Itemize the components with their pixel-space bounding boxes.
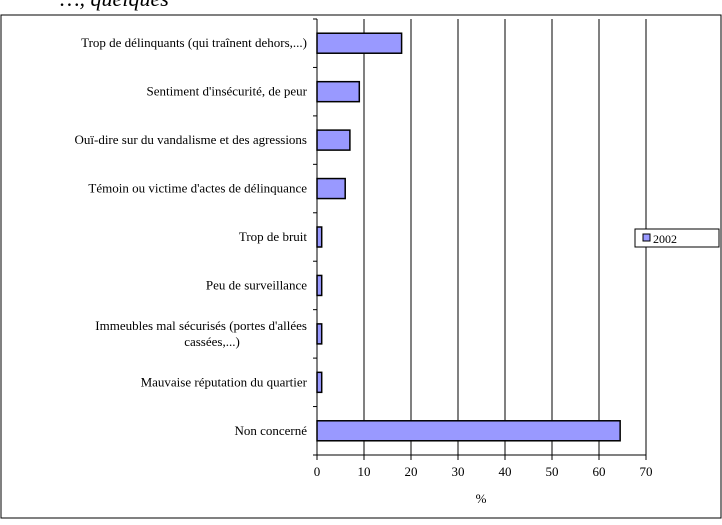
bar <box>317 275 322 295</box>
category-label: Témoin ou victime d'actes de délinquance <box>88 181 307 196</box>
category-label: Immeubles mal sécurisés (portes d'allées <box>95 318 307 333</box>
bar <box>317 130 350 150</box>
bar <box>317 421 620 441</box>
x-tick-label: 40 <box>499 464 512 479</box>
legend-swatch <box>643 234 650 241</box>
bar <box>317 324 322 344</box>
category-label: Non concerné <box>234 423 307 438</box>
x-tick-label: 0 <box>314 464 321 479</box>
bar <box>317 179 345 199</box>
category-label: Trop de délinquants (qui traînent dehors… <box>81 35 307 50</box>
bar <box>317 33 402 53</box>
chart-frame <box>1 15 721 518</box>
x-tick-label: 30 <box>452 464 465 479</box>
category-label: Mauvaise réputation du quartier <box>141 374 308 389</box>
x-tick-label: 60 <box>593 464 606 479</box>
category-label: Trop de bruit <box>239 229 308 244</box>
x-tick-label: 50 <box>546 464 559 479</box>
category-label: Sentiment d'insécurité, de peur <box>147 84 308 99</box>
bar <box>317 82 359 102</box>
bar <box>317 227 322 247</box>
header-fragment: …, quelques <box>60 0 169 11</box>
x-tick-label: 20 <box>405 464 418 479</box>
category-label: Peu de surveillance <box>206 277 307 292</box>
x-tick-label: 70 <box>640 464 653 479</box>
legend-label-2002: 2002 <box>653 232 677 246</box>
x-axis-label: % <box>476 491 487 506</box>
category-label: Ouï-dire sur du vandalisme et des agress… <box>74 132 307 147</box>
bar <box>317 372 322 392</box>
x-tick-label: 10 <box>358 464 371 479</box>
legend: 2002 <box>635 229 719 247</box>
category-label: cassées,...) <box>184 334 240 349</box>
